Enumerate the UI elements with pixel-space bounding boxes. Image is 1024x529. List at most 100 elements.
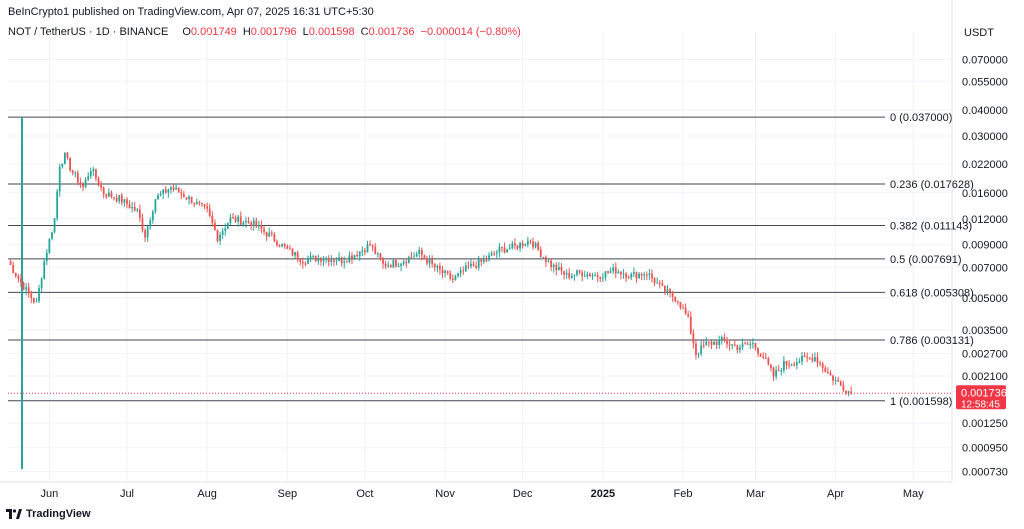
candle — [154, 198, 157, 214]
candle — [710, 340, 713, 349]
candle — [777, 365, 780, 372]
high-label: H — [242, 26, 251, 38]
candle — [87, 172, 90, 181]
candle — [604, 271, 607, 281]
candle — [720, 335, 723, 345]
price-tick-label: 0.000950 — [962, 443, 1008, 455]
candle — [798, 358, 801, 364]
candle — [53, 217, 56, 234]
candle — [224, 223, 227, 236]
price-tick-label: 0.022000 — [962, 159, 1008, 171]
candle — [439, 262, 441, 275]
candle — [167, 188, 170, 198]
candle — [594, 272, 596, 277]
candle — [770, 364, 772, 372]
candle — [79, 177, 82, 189]
time-tick-label: Aug — [197, 488, 217, 500]
fib-level-label: 0.382 (0.011143) — [890, 220, 972, 232]
candle — [749, 341, 752, 350]
candle — [493, 250, 496, 256]
price-tick-label: 0.003500 — [962, 325, 1008, 337]
candle — [751, 338, 754, 349]
candle — [219, 232, 221, 246]
price-tick-label: 0.002700 — [962, 348, 1008, 360]
candle — [581, 269, 584, 282]
candle — [9, 258, 12, 266]
candle — [829, 370, 832, 376]
candle — [573, 274, 576, 281]
symbol-label[interactable]: NOT / TetherUS · 1D · BINANCE — [8, 26, 169, 38]
fib-retracement[interactable]: 0 (0.037000) 0.236 (0.017628) 0.382 (0.011… — [8, 112, 974, 470]
open-label: O — [182, 26, 191, 38]
candle — [389, 263, 392, 268]
candle — [775, 365, 778, 380]
candle — [826, 367, 829, 375]
candle — [806, 352, 809, 362]
candle — [689, 311, 692, 336]
candle — [138, 204, 141, 223]
candle — [441, 265, 444, 279]
time-axis[interactable]: Jun Jul Aug Sep Oct Nov Dec 2025 Feb Mar Apr May — [0, 481, 952, 500]
candle — [726, 336, 728, 349]
candle — [557, 262, 560, 271]
candle — [508, 243, 511, 250]
time-tick-label: Jul — [120, 488, 134, 500]
candle — [307, 255, 309, 265]
candle — [304, 261, 307, 267]
current-price-box — [956, 385, 1006, 410]
candle — [666, 285, 669, 296]
candle — [371, 244, 374, 252]
candle — [741, 338, 744, 350]
candle — [702, 340, 705, 349]
candle — [289, 244, 291, 250]
candle — [490, 250, 493, 257]
candle — [100, 181, 103, 192]
candle — [320, 256, 322, 266]
candle — [102, 186, 105, 199]
candle — [190, 196, 193, 204]
candle — [146, 225, 149, 242]
candle — [247, 216, 250, 224]
candle — [446, 270, 449, 276]
candle — [550, 258, 553, 272]
candle — [814, 352, 816, 363]
fib-level-label: 0 (0.037000) — [890, 112, 952, 124]
candle — [82, 182, 84, 192]
candle — [335, 257, 338, 266]
tradingview-logo[interactable]: TradingView — [6, 508, 91, 520]
candle — [71, 169, 74, 176]
candle — [739, 344, 741, 354]
candle — [327, 255, 330, 267]
candle — [242, 220, 245, 227]
price-tick-label: 0.009000 — [962, 240, 1008, 252]
change-value: −0.000014 (−0.80%) — [420, 26, 521, 38]
candle — [110, 190, 113, 199]
candle — [118, 195, 121, 204]
candle — [532, 237, 534, 251]
candle — [837, 376, 840, 382]
candle — [172, 183, 175, 192]
candle — [340, 256, 343, 267]
candle — [632, 267, 635, 278]
time-tick-label: Jun — [41, 488, 59, 500]
candle — [596, 271, 599, 283]
price-axis[interactable]: 0.070000 0.055000 0.040000 0.030000 0.022000… — [951, 0, 1008, 482]
candle — [208, 203, 211, 218]
candle — [263, 225, 265, 236]
candle — [638, 271, 640, 279]
candle — [821, 361, 824, 373]
candle — [436, 264, 439, 273]
candle — [185, 197, 188, 201]
publish-info: BeInCrypto1 published on TradingView.com… — [8, 6, 374, 18]
candle — [542, 256, 545, 259]
candle — [733, 340, 736, 347]
candle — [226, 222, 229, 230]
candle — [128, 200, 131, 209]
candle — [14, 272, 17, 278]
candle — [591, 272, 594, 280]
candle — [45, 249, 48, 266]
candle — [754, 342, 757, 351]
candle — [395, 258, 397, 268]
candle — [793, 361, 796, 367]
